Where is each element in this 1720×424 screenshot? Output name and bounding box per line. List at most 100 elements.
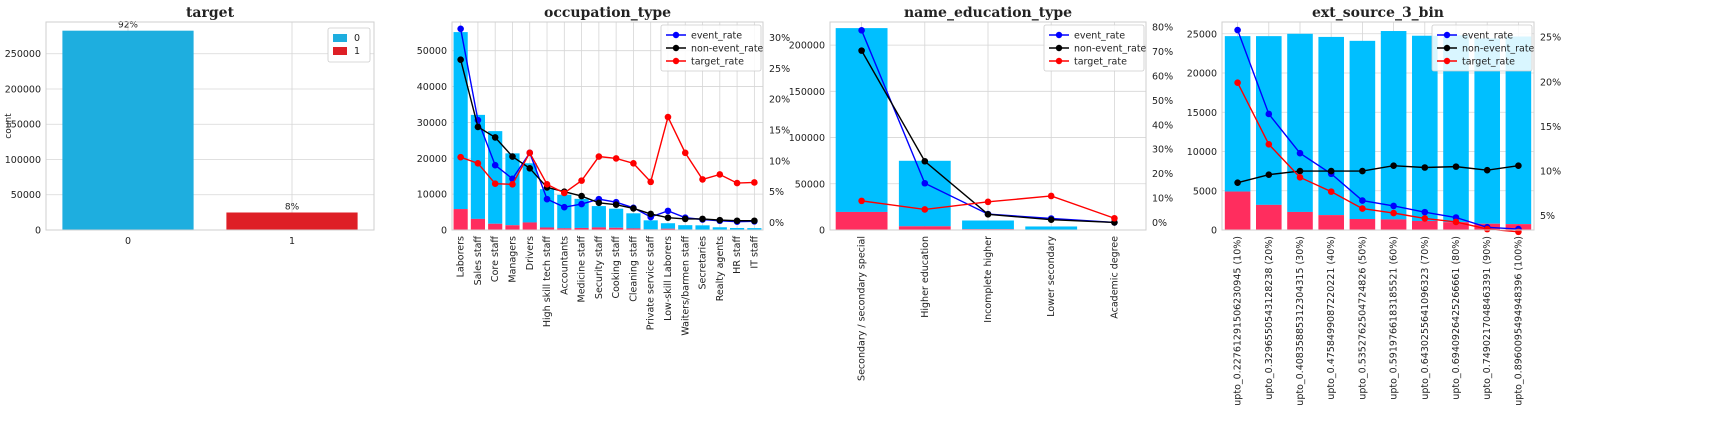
series-point [612,155,620,162]
bar-nonevent [660,223,676,229]
chart-title: occupation_type [544,5,671,21]
y-axis-label: count [4,113,14,139]
y-tick-label: 40000 [417,82,447,93]
series-point [561,203,568,211]
bar-event [488,223,503,230]
legend-label: non-event_rate [1462,44,1535,55]
y2-tick-label: 25% [769,64,790,75]
bar-event [1287,211,1313,230]
occupation-type-chart: occupation_type 0 10000 20000 30000 40000 5000… [417,5,790,336]
legend-label: event_rate [1462,31,1513,42]
bar-nonevent [522,163,537,223]
series-point [699,215,706,223]
series-point [1390,209,1397,217]
x-tick-label: Drivers [525,236,536,270]
bar-nonevent [695,225,710,230]
bar-event [522,222,537,230]
series-point [751,217,758,225]
x-tick-label: Cleaning staff [628,236,639,302]
bar-nonevent [609,208,624,228]
bar-nonevent [712,227,727,230]
y-tick-label: 100000 [789,133,825,144]
y-tick-label: 20000 [1187,69,1217,80]
bar-nonevent [1256,36,1282,205]
y2-tick-label: 5% [769,187,784,198]
series-point [1421,164,1429,171]
series-point [526,149,534,157]
legend-label: target_rate [1074,57,1127,68]
ext-source-3-bin-chart: ext_source_3_bin 0 5000 10000 15000 20000 2500… [1187,5,1561,406]
bar-event [539,227,555,230]
series-point [664,113,672,121]
chart-title: name_education_type [904,5,1072,21]
y2-tick-label: 10% [1152,194,1173,205]
x-tick-label: Higher education [920,236,931,318]
bar-event [1256,204,1282,230]
y-tick-label: 250000 [5,49,41,60]
x-tick-label: Managers [507,236,518,283]
x-tick-label: HR staff [732,236,743,274]
series-point [664,214,672,221]
series-point [733,179,741,187]
series-point [664,207,672,215]
series-point [751,179,758,186]
series-point [543,195,551,203]
bar-nonevent [557,194,572,229]
series-point [491,161,499,169]
bar-event [1318,215,1344,230]
series-point [543,181,551,188]
bar-label: 92% [118,21,138,31]
series-point [1327,167,1335,175]
x-tick-label: Lower secondary [1046,236,1057,317]
series-point [1359,205,1366,212]
x-tick-label: Security staff [594,236,605,300]
x-tick-label: upto_0.6430255641096323 (70%) [1420,236,1431,400]
legend-label: 0 [354,33,360,44]
legend-label: event_rate [691,31,742,42]
series-point [858,197,865,205]
legend-label: non-event_rate [691,44,764,55]
legend-box [660,24,762,72]
bar-nonevent [505,153,520,226]
x-tick-label: upto_0.7490217048463391 (90%) [1482,236,1493,400]
x-tick-label: Laborers [456,236,467,277]
series-point [612,201,620,208]
y-tick-label: 50000 [417,46,447,57]
series-line [460,115,755,194]
legend-swatch [333,34,347,42]
bar-nonevent [453,32,468,210]
bar-nonevent [898,160,951,227]
x-tick-label: Incomplete higher [983,236,994,323]
x-tick-label: upto_0.6940926425266661 (80%) [1451,236,1462,400]
series-point [921,179,929,187]
y-tick-label: 15000 [1187,108,1217,119]
legend-marker [672,44,680,52]
series-point [1047,192,1055,200]
y-tick-label: 200000 [789,41,825,52]
series-point [1234,26,1241,34]
y-tick-label: 150000 [789,87,825,98]
bar-nonevent [539,189,555,228]
legend-marker [1443,57,1451,65]
y2-tick-label: 50% [1152,96,1173,107]
bar-nonevent [747,228,762,230]
y2-tick-label: 15% [1540,122,1561,133]
y2-tick-label: 80% [1152,22,1173,33]
y2-tick-label: 15% [769,126,790,137]
series-point [858,47,865,54]
bar-event [574,227,589,230]
x-tick-label: Secretaries [698,236,709,290]
bar-event [626,228,641,230]
series-point [1359,197,1366,204]
bar-event [557,228,572,230]
bar-nonevent [1318,36,1344,216]
series-point [1047,216,1055,224]
x-tick-label: upto_0.5352762504724826 (50%) [1357,236,1368,400]
y-tick-label: 100000 [5,155,41,166]
legend-marker [672,31,680,39]
series-point [647,178,654,186]
series-point [1483,225,1491,233]
bar-nonevent [1380,31,1407,220]
series-point [578,200,585,208]
x-tick-label: 0 [125,236,131,247]
